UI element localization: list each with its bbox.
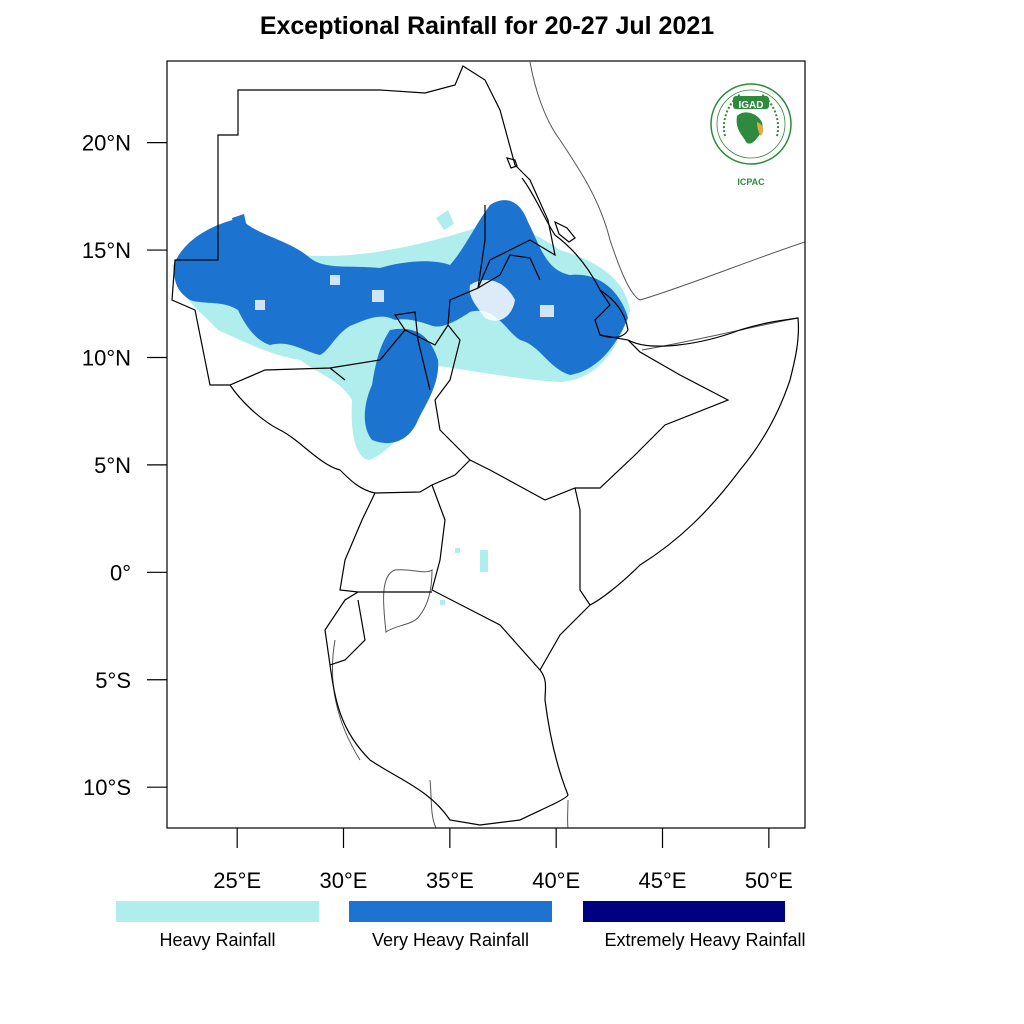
map-title: Exceptional Rainfall for 20-27 Jul 2021 — [259, 12, 715, 40]
longitude-axis: 25°E 30°E 35°E 40°E 45°E 50°E — [213, 828, 793, 893]
country-borders — [171, 65, 800, 826]
coastlines — [331, 61, 805, 828]
igad-logo — [710, 83, 792, 165]
map-frame — [166, 60, 806, 829]
lon-tick-label: 30°E — [320, 868, 368, 893]
legend-swatch-very-heavy — [349, 901, 552, 922]
logo-name: IGAD — [739, 100, 764, 111]
lon-tick-label: 40°E — [532, 868, 580, 893]
lon-tick-label: 35°E — [426, 868, 474, 893]
rainfall-gaps — [255, 275, 554, 321]
lon-tick-label: 25°E — [213, 868, 261, 893]
legend-label-very-heavy: Very Heavy Rainfall — [371, 930, 530, 950]
legend-swatch-heavy — [116, 901, 319, 922]
lat-tick-label: 20°N — [82, 131, 131, 156]
lat-tick-label: 5°S — [95, 668, 131, 693]
latitude-axis: 20°N 15°N 10°N 5°N 0° 5°S 10°S — [82, 131, 167, 800]
legend-label-extremely-heavy: Extremely Heavy Rainfall — [604, 930, 806, 950]
lat-tick-label: 10°N — [82, 345, 131, 370]
lat-tick-label: 10°S — [83, 775, 131, 800]
rainfall-layer — [172, 200, 630, 605]
legend-label-heavy: Heavy Rainfall — [159, 930, 276, 950]
lat-tick-label: 5°N — [94, 453, 131, 478]
legend-swatch-extremely-heavy — [583, 901, 785, 922]
logo-subtitle: ICPAC — [737, 177, 765, 187]
lon-tick-label: 50°E — [745, 868, 793, 893]
lon-tick-label: 45°E — [639, 868, 687, 893]
lat-tick-label: 0° — [110, 560, 131, 585]
very-heavy-rainfall-area — [174, 200, 628, 444]
lat-tick-label: 15°N — [82, 238, 131, 263]
